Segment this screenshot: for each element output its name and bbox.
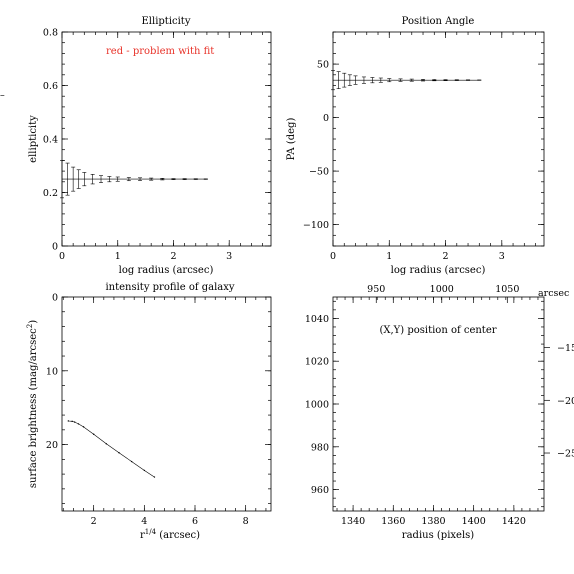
ellipticity-x-tick-label: 1 xyxy=(115,251,121,262)
intensity-profile-data-point xyxy=(82,426,85,428)
position-angle-title: Position Angle xyxy=(402,16,475,27)
position-angle-y-tick-label: 50 xyxy=(317,60,329,71)
ellipticity-ylabel: ellipticity xyxy=(28,115,39,163)
intensity-profile-xlabel: r1/4 (arcsec) xyxy=(140,528,200,541)
position-angle-x-tick-label: 3 xyxy=(499,251,505,262)
center-position-top-tick-label: 950 xyxy=(367,284,385,295)
center-position-right-tick-label: −150 xyxy=(557,343,574,354)
intensity-profile-data-point xyxy=(67,420,70,422)
center-position-right-tick-label: −200 xyxy=(557,396,574,407)
ellipticity-y-tick-label: 0.2 xyxy=(43,188,58,199)
center-position-x-tick-label: 1340 xyxy=(341,516,365,527)
center-position-x-tick-label: 1360 xyxy=(381,516,405,527)
intensity-profile-x-tick-label: 2 xyxy=(91,516,97,527)
center-position-x-tick-label: 1380 xyxy=(421,516,445,527)
intensity-profile-y-tick-label: 10 xyxy=(46,366,58,377)
intensity-profile-panel: intensity profile of galaxy r1/4 (arcsec… xyxy=(26,282,272,541)
intensity-profile-title: intensity profile of galaxy xyxy=(105,282,234,293)
position-angle-frame xyxy=(332,31,545,247)
intensity-profile-data-point xyxy=(73,421,76,423)
center-position-y-tick-label: 1020 xyxy=(305,357,329,368)
center-position-top-tick-label: 1000 xyxy=(430,284,454,295)
center-position-x-tick-label: 1400 xyxy=(462,516,486,527)
position-angle-xlabel: log radius (arcsec) xyxy=(391,265,486,276)
intensity-profile-series-line xyxy=(68,420,155,478)
center-position-top-axis-label: arcsec xyxy=(538,288,569,299)
intensity-profile-x-tick-label: 4 xyxy=(141,516,147,527)
intensity-profile-data-point xyxy=(143,469,146,472)
intensity-profile-data-point xyxy=(130,460,133,463)
intensity-profile-x-tick-label: 6 xyxy=(192,516,198,527)
center-position-y-tick-label: 1040 xyxy=(305,314,329,325)
intensity-profile-data-point xyxy=(118,452,120,454)
ellipticity-frame xyxy=(61,31,272,247)
ellipticity-panel: Ellipticity log radius (arcsec) elliptic… xyxy=(28,16,272,276)
intensity-profile-frame xyxy=(61,296,272,512)
ellipticity-y-tick-label: 0.8 xyxy=(43,28,58,39)
ellipticity-annotation: red - problem with fit xyxy=(106,46,214,57)
center-position-panel: (X,Y) position of center radius (pixels)… xyxy=(305,284,574,541)
stray-mark: – xyxy=(0,90,5,101)
position-angle-x-tick-label: 0 xyxy=(330,251,336,262)
intensity-profile-data-point xyxy=(153,476,156,478)
position-angle-panel: Position Angle log radius (arcsec) PA (d… xyxy=(286,16,545,276)
position-angle-y-tick-label: −50 xyxy=(309,167,329,178)
center-position-xlabel: radius (pixels) xyxy=(402,530,474,541)
intensity-profile-x-tick-label: 8 xyxy=(243,516,249,527)
ellipticity-y-tick-label: 0 xyxy=(52,242,58,253)
ellipticity-x-tick-label: 2 xyxy=(170,251,176,262)
position-angle-y-tick-label: 0 xyxy=(323,113,329,124)
center-position-y-tick-label: 980 xyxy=(311,442,329,453)
center-position-y-tick-label: 960 xyxy=(311,485,329,496)
center-position-top-tick-label: 1050 xyxy=(495,284,519,295)
center-position-title: (X,Y) position of center xyxy=(379,325,496,336)
intensity-profile-ylabel: surface brightness (mag/arcsec2) xyxy=(26,320,39,488)
intensity-profile-data-point xyxy=(77,423,80,425)
intensity-profile-data-point xyxy=(105,443,108,445)
center-position-right-tick-label: −250 xyxy=(557,449,574,460)
position-angle-ylabel: PA (deg) xyxy=(286,118,297,161)
ellipticity-y-tick-label: 0.6 xyxy=(43,81,58,92)
ellipticity-xlabel: log radius (arcsec) xyxy=(119,265,214,276)
center-position-y-tick-label: 1000 xyxy=(305,400,329,411)
ellipticity-y-tick-label: 0.4 xyxy=(43,135,58,146)
intensity-profile-y-tick-label: 20 xyxy=(46,440,58,451)
intensity-profile-y-tick-label: 0 xyxy=(52,293,58,304)
center-position-x-tick-label: 1420 xyxy=(502,516,526,527)
ellipticity-x-tick-label: 3 xyxy=(226,251,232,262)
position-angle-x-tick-label: 2 xyxy=(443,251,449,262)
intensity-profile-data-point xyxy=(92,433,95,435)
ellipticity-x-tick-label: 0 xyxy=(59,251,65,262)
intensity-profile-data-point xyxy=(71,420,73,423)
position-angle-x-tick-label: 1 xyxy=(386,251,392,262)
position-angle-y-tick-label: −100 xyxy=(303,220,329,231)
ellipticity-title: Ellipticity xyxy=(142,16,191,27)
